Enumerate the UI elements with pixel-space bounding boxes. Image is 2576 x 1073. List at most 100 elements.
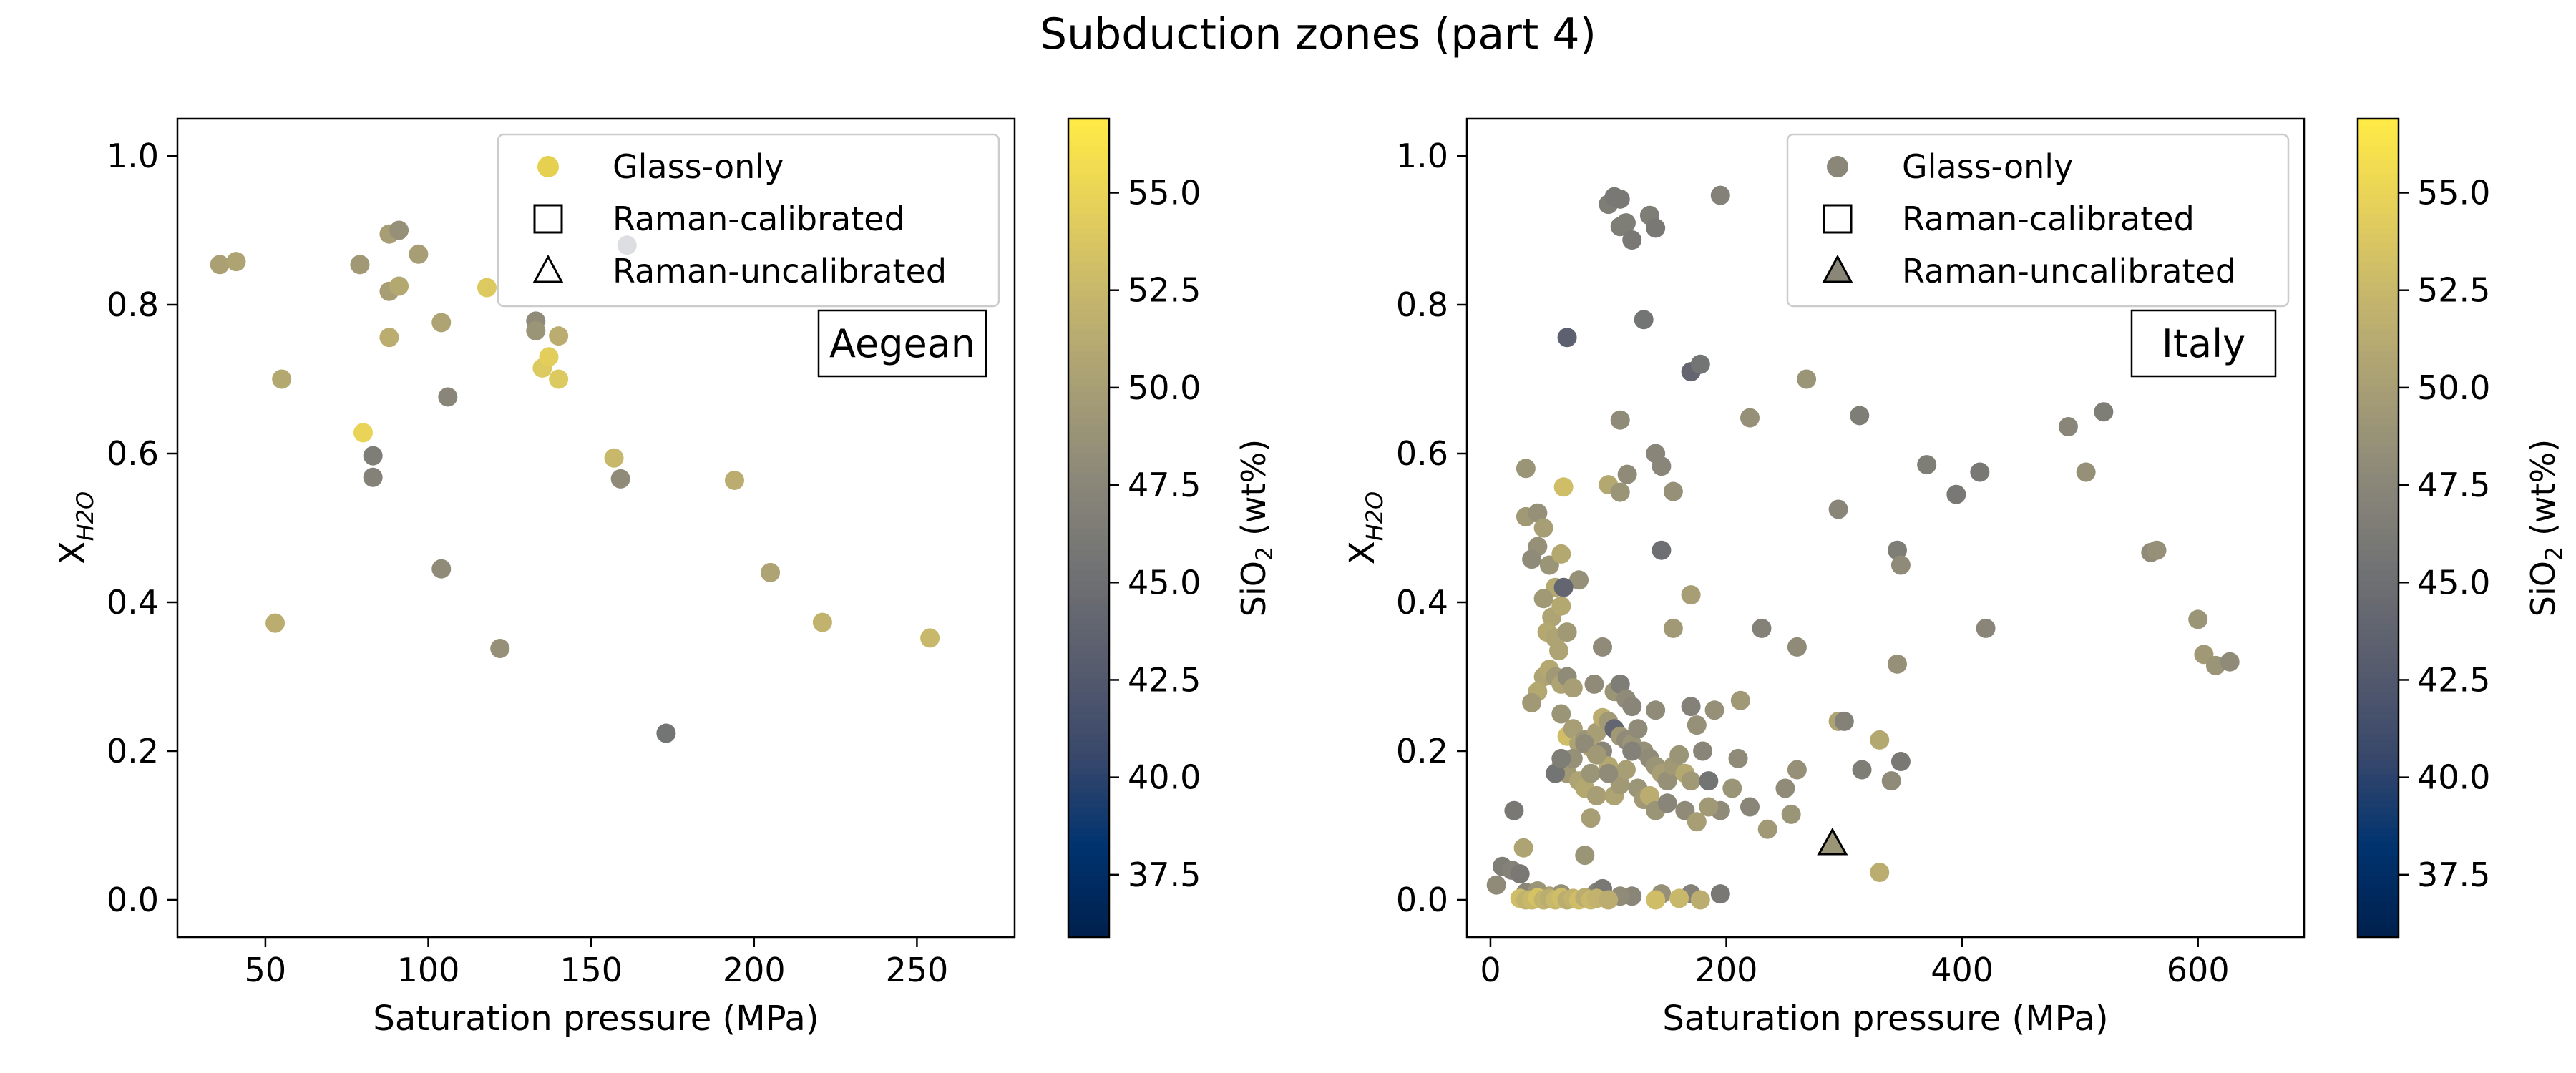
colorbar-gradient [1068, 152, 1109, 160]
colorbar-gradient [1068, 807, 1109, 815]
legend-label: Glass-only [613, 147, 784, 186]
colorbar-gradient [1068, 214, 1109, 222]
data-point [656, 723, 676, 743]
data-point [1970, 462, 1990, 482]
y-tick-label: 0.8 [107, 285, 159, 324]
data-point [1870, 730, 1890, 750]
colorbar-gradient [1068, 876, 1109, 883]
x-tick-label: 600 [2167, 951, 2230, 989]
data-point [2058, 417, 2078, 437]
data-point [1575, 846, 1595, 866]
data-point [1513, 838, 1533, 858]
colorbar-gradient [1068, 139, 1109, 147]
data-point [1551, 544, 1571, 564]
x-tick-label: 50 [245, 951, 287, 989]
colorbar-gradient [1068, 248, 1109, 256]
colorbar-gradient [2358, 820, 2399, 829]
colorbar-gradient [1068, 630, 1109, 638]
colorbar-tick-label: 37.5 [2417, 856, 2490, 894]
colorbar-gradient [1068, 357, 1109, 365]
legend-marker-circle [537, 156, 559, 177]
colorbar-gradient [2358, 446, 2399, 454]
colorbar-gradient [2358, 534, 2399, 542]
colorbar-gradient [2358, 623, 2399, 631]
colorbar-gradient [1068, 160, 1109, 167]
data-point [389, 276, 409, 296]
data-point [1850, 406, 1870, 426]
colorbar-tick-label: 55.0 [2417, 174, 2490, 212]
colorbar-gradient [1068, 323, 1109, 331]
colorbar-gradient [2358, 542, 2399, 549]
data-point [1681, 697, 1701, 717]
y-axis-ticks: 0.0 0.2 0.4 0.6 0.8 1.0 [107, 137, 177, 919]
data-point [1553, 577, 1574, 597]
data-point [1657, 771, 1677, 791]
data-point [1551, 596, 1571, 616]
colorbar-gradient [1068, 868, 1109, 876]
colorbar-gradient [1068, 916, 1109, 924]
data-point [1622, 230, 1642, 250]
colorbar-gradient [2358, 691, 2399, 700]
y-axis-ticks: 0.0 0.2 0.4 0.6 0.8 1.0 [1396, 137, 1467, 919]
colorbar-tick-label: 45.0 [2417, 563, 2490, 602]
colorbar-tick-label: 45.0 [1128, 563, 1201, 602]
colorbar-gradient [2358, 896, 2399, 904]
colorbar-gradient [2358, 780, 2399, 788]
colorbar-gradient [1068, 193, 1109, 202]
colorbar-gradient [1068, 896, 1109, 904]
data-points [210, 220, 940, 743]
colorbar-tick-label: 55.0 [1128, 174, 1201, 212]
data-point [1663, 481, 1683, 501]
data-point [350, 255, 370, 275]
data-point [1917, 455, 1937, 475]
data-point [1669, 745, 1689, 765]
colorbar-gradient [2358, 473, 2399, 481]
colorbar-gradient [2358, 235, 2399, 242]
data-point [1628, 719, 1648, 739]
colorbar-gradient [2358, 733, 2399, 740]
colorbar-label: SiO2 (wt%) [1234, 439, 1278, 617]
data-point [539, 347, 559, 367]
colorbar-gradient [1068, 691, 1109, 700]
data-point [549, 326, 569, 346]
colorbar-gradient [2358, 766, 2399, 774]
colorbar-gradient [2358, 855, 2399, 863]
colorbar-gradient [1068, 262, 1109, 270]
colorbar-gradient [2358, 411, 2399, 420]
data-point [1681, 585, 1701, 605]
colorbar-gradient [2358, 398, 2399, 406]
colorbar-gradient [2358, 405, 2399, 413]
colorbar-gradient [1068, 685, 1109, 692]
colorbar-gradient [1068, 337, 1109, 345]
colorbar-gradient [1068, 698, 1109, 706]
colorbar-gradient [1068, 787, 1109, 795]
colorbar-tick-label: 40.0 [2417, 758, 2490, 797]
colorbar-gradient [2358, 841, 2399, 849]
colorbar-tick-label: 52.5 [1128, 271, 1201, 310]
colorbar-gradient [2358, 309, 2399, 318]
data-point [1634, 310, 1654, 330]
colorbar-gradient [1068, 466, 1109, 474]
colorbar-gradient [2358, 282, 2399, 290]
y-tick-label: 0.8 [1396, 285, 1448, 324]
data-point [1504, 800, 1524, 820]
colorbar-gradient [2358, 439, 2399, 447]
colorbar-gradient [1068, 446, 1109, 454]
data-point [1528, 503, 1548, 523]
data-point [389, 220, 409, 240]
colorbar-tick-label: 37.5 [1128, 856, 1201, 894]
data-point [379, 328, 399, 348]
y-tick-label: 0.4 [107, 583, 159, 622]
colorbar-gradient [2358, 480, 2399, 488]
colorbar-gradient [1068, 507, 1109, 515]
colorbar-gradient [2358, 459, 2399, 467]
colorbar-gradient [1068, 180, 1109, 188]
data-point [1599, 763, 1619, 783]
legend-label: Raman-uncalibrated [613, 252, 947, 290]
data-point [1610, 189, 1630, 209]
colorbar-gradient [2358, 698, 2399, 706]
data-point [1617, 464, 1637, 484]
colorbar: 37.5 40.0 42.5 45.0 47.5 50.0 52.5 55.0 SiO2 (wt… [2356, 117, 2567, 939]
colorbar-gradient [2358, 882, 2399, 891]
colorbar-gradient [2358, 868, 2399, 876]
